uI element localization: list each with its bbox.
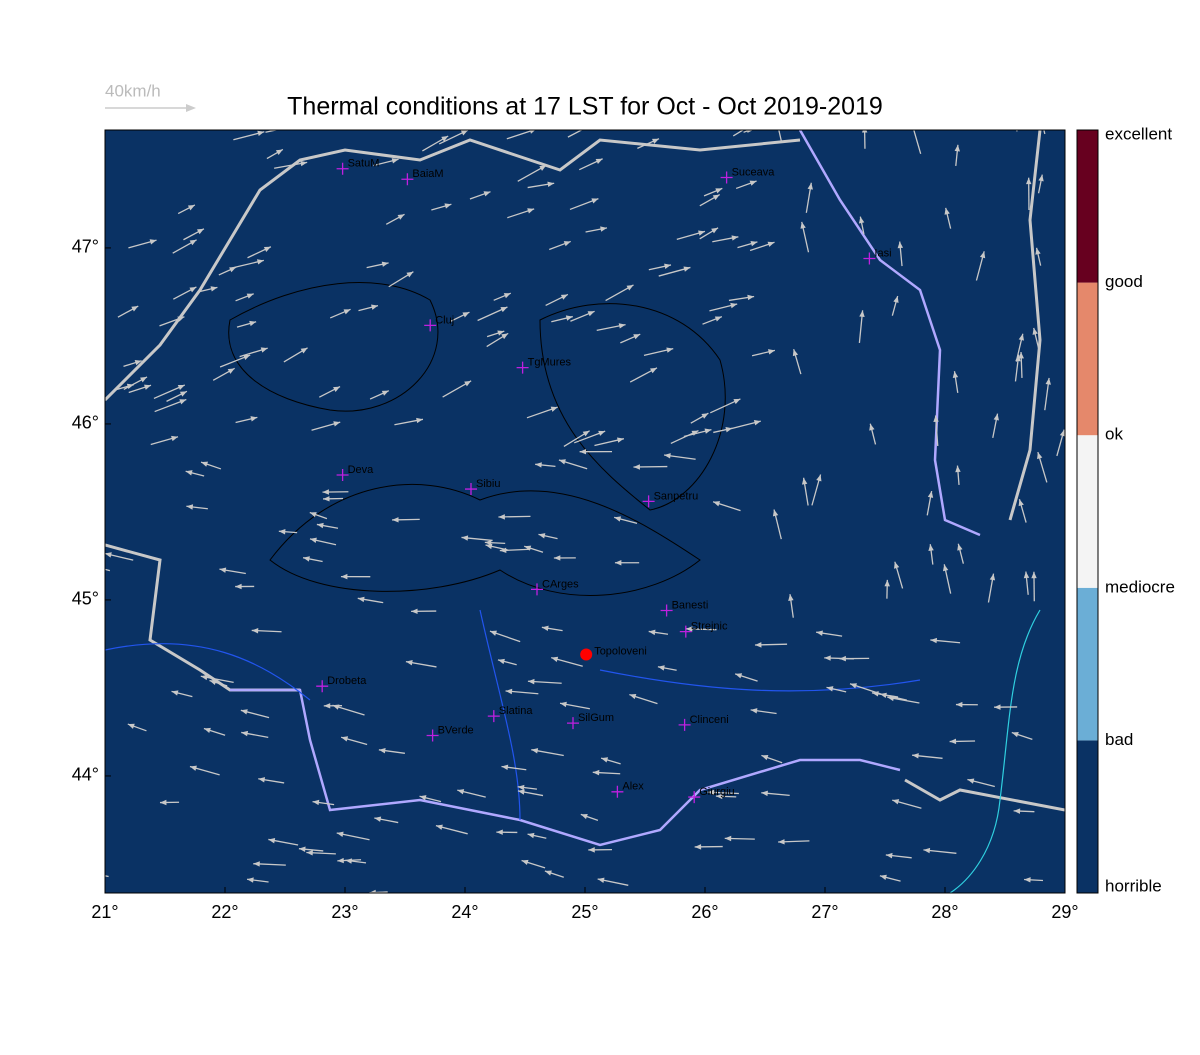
colorbar-segment — [1077, 740, 1098, 893]
colorbar-label: mediocre — [1105, 577, 1175, 596]
city-label: SilGum — [578, 712, 614, 724]
wind-arrow — [1014, 109, 1017, 132]
city-label: Suceava — [732, 166, 776, 178]
city-label: Strejnic — [691, 621, 728, 633]
city-label: SatuM — [348, 158, 380, 170]
x-tick-label: 22° — [211, 902, 238, 922]
wind-arrowhead — [87, 497, 94, 502]
wind-arrowhead — [292, 124, 299, 129]
wind-arrowhead — [1012, 109, 1017, 116]
city-label: Slatina — [499, 705, 534, 717]
city-label: Giurgiu — [699, 786, 734, 798]
colorbar-segment — [1077, 130, 1098, 283]
map-title: Thermal conditions at 17 LST for Oct - O… — [287, 93, 883, 121]
wind-arrowhead — [87, 871, 94, 876]
x-tick-label: 26° — [691, 902, 718, 922]
highlight-marker — [580, 649, 592, 661]
wind-arrowhead — [589, 123, 596, 128]
highlight-label: Topoloveni — [594, 645, 647, 657]
colorbar-segment — [1077, 283, 1098, 436]
colorbar-label: excellent — [1105, 124, 1172, 143]
city-label: Cluj — [435, 314, 454, 326]
city-label: Banesti — [672, 599, 709, 611]
city-label: CArges — [542, 578, 579, 590]
wind-arrowhead — [759, 124, 766, 129]
city-label: Drobeta — [327, 675, 367, 687]
city-label: Clinceni — [690, 714, 729, 726]
colorbar-label: ok — [1105, 425, 1123, 444]
colorbar-label: horrible — [1105, 876, 1162, 895]
y-tick-label: 46° — [72, 413, 99, 433]
x-tick-label: 25° — [571, 902, 598, 922]
x-tick-label: 27° — [811, 902, 838, 922]
wind-arrowhead — [911, 122, 916, 129]
y-tick-label: 44° — [72, 765, 99, 785]
city-label: TgMures — [528, 357, 572, 369]
y-tick-label: 47° — [72, 237, 99, 257]
x-tick-label: 28° — [931, 902, 958, 922]
colorbar-segment — [1077, 435, 1098, 588]
wind-legend-label: 40km/h — [105, 81, 161, 100]
map-area — [105, 130, 1065, 893]
city-label: Sanpetru — [654, 490, 699, 502]
x-tick-label: 24° — [451, 902, 478, 922]
x-tick-label: 23° — [331, 902, 358, 922]
city-label: Deva — [348, 464, 375, 476]
wind-arrowhead — [83, 562, 90, 567]
colorbar-label: bad — [1105, 730, 1133, 749]
city-label: Sibiu — [476, 478, 500, 490]
wind-legend-arrowhead — [186, 104, 196, 112]
city-label: Iasi — [874, 247, 891, 259]
colorbar-label: good — [1105, 272, 1143, 291]
y-tick-label: 45° — [72, 589, 99, 609]
x-tick-label: 29° — [1051, 902, 1078, 922]
city-label: BVerde — [438, 724, 474, 736]
wind-arrowhead — [862, 126, 867, 132]
wind-arrowhead — [1037, 107, 1042, 114]
wind-arrow — [87, 499, 105, 501]
x-tick-label: 21° — [91, 902, 118, 922]
colorbar-segment — [1077, 588, 1098, 741]
city-label: Alex — [622, 781, 644, 793]
city-label: BaiaM — [412, 168, 443, 180]
